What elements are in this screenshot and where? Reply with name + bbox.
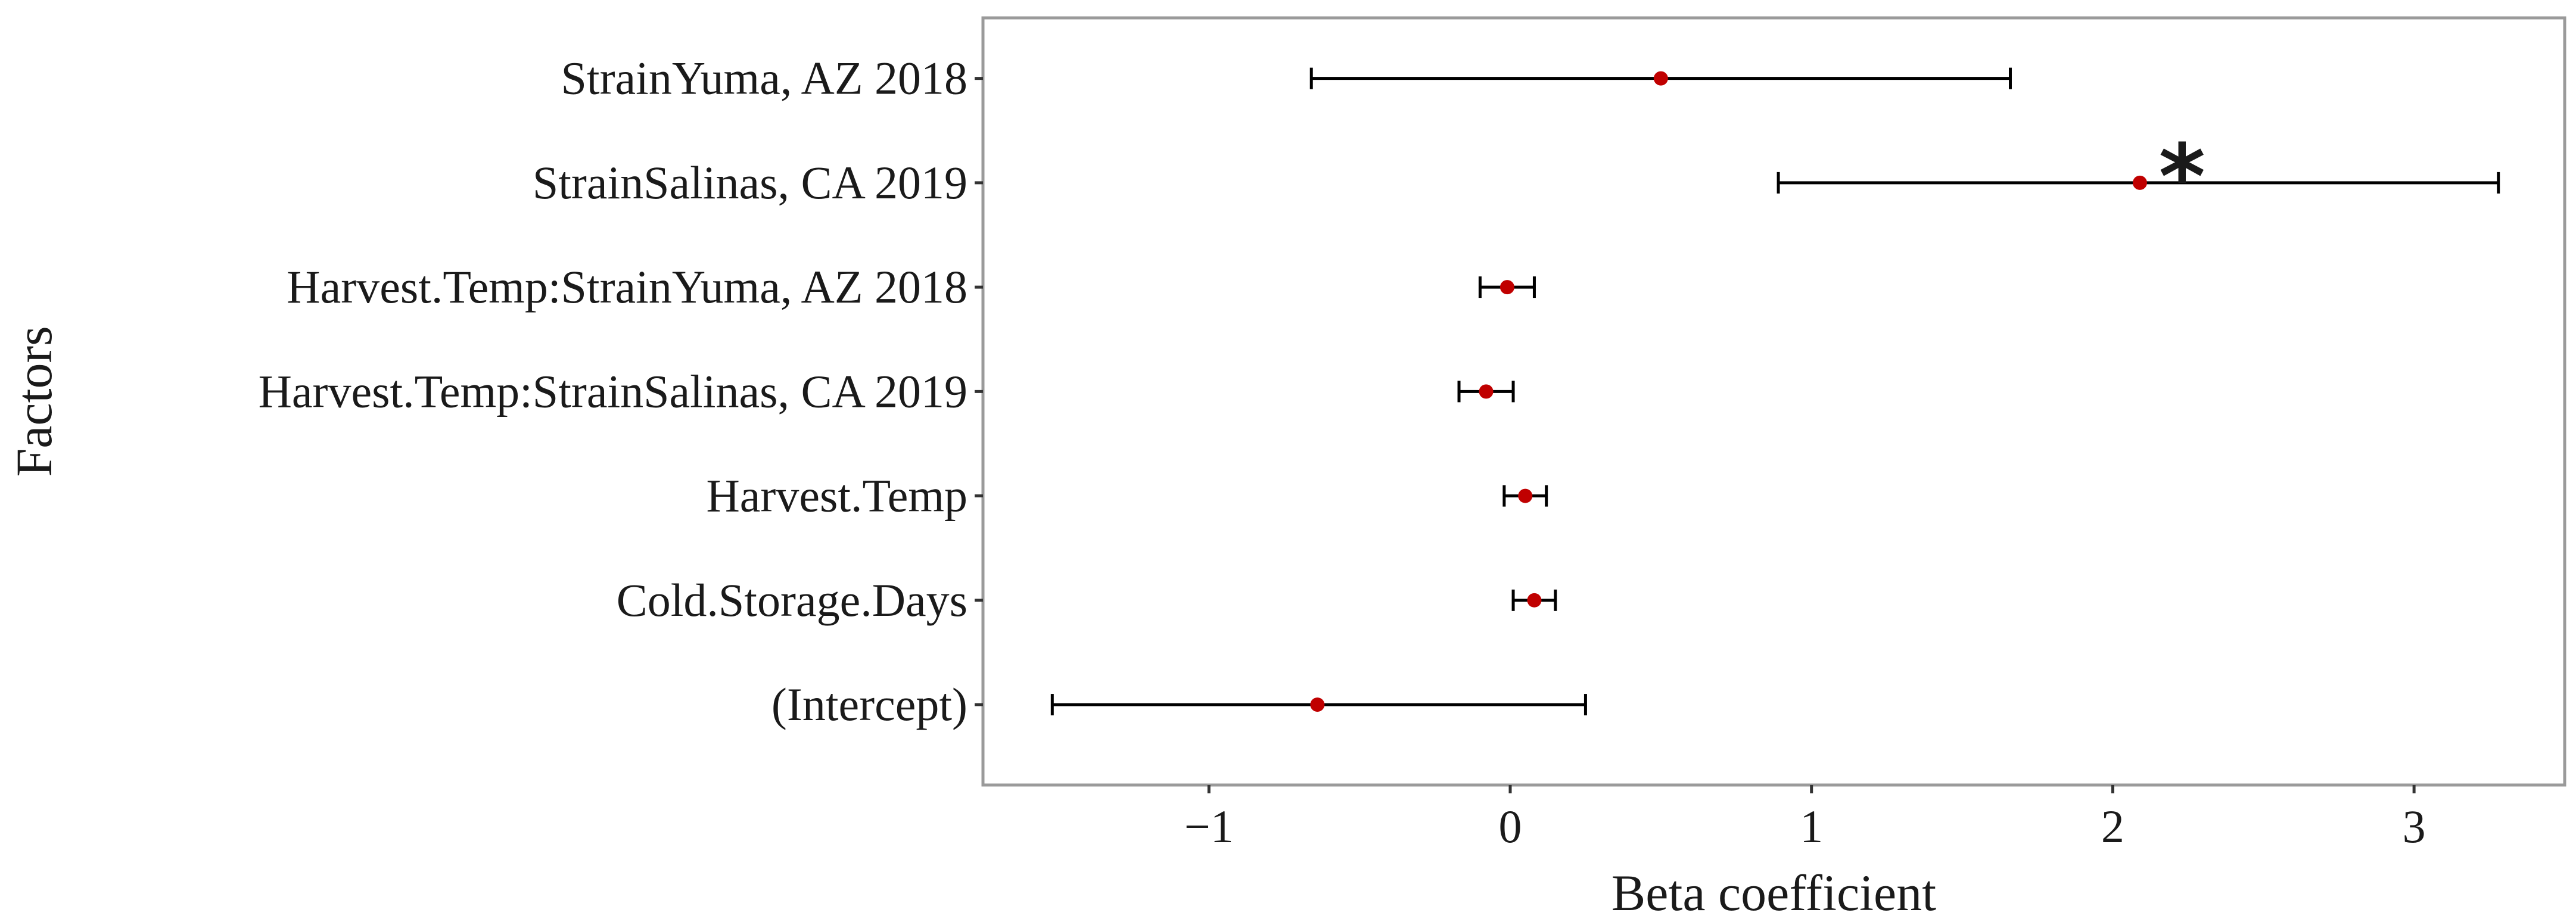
errorbar-group <box>1457 381 1515 403</box>
category-label: StrainSalinas, CA 2019 <box>533 157 967 208</box>
errorbar-group <box>1502 485 1548 507</box>
estimate-point <box>1653 71 1668 86</box>
x-tick-label: −1 <box>1184 800 1234 852</box>
category-label: Harvest.Temp <box>706 470 967 522</box>
estimate-point <box>1527 593 1542 608</box>
category-label: Harvest.Temp:StrainYuma, AZ 2018 <box>287 261 967 313</box>
y-axis-title: Factors <box>5 326 63 476</box>
estimate-point <box>2132 175 2147 190</box>
category-label: StrainYuma, AZ 2018 <box>561 52 967 104</box>
estimate-point <box>1310 697 1325 712</box>
x-tick-label: 2 <box>2101 800 2124 852</box>
x-axis-title: Beta coefficient <box>1611 864 1936 921</box>
estimate-point <box>1479 384 1494 399</box>
x-axis-ticks: −1 0 1 2 3 <box>1184 785 2426 852</box>
errorbar-group <box>1511 589 1557 611</box>
estimate-point <box>1518 488 1533 503</box>
x-tick-label: 3 <box>2403 800 2426 852</box>
errorbar-group <box>1309 67 2012 89</box>
y-axis-category-labels: StrainYuma, AZ 2018 StrainSalinas, CA 201… <box>259 52 983 730</box>
category-label: Harvest.Temp:StrainSalinas, CA 2019 <box>259 365 967 417</box>
significance-marker: * <box>2159 126 2205 229</box>
data-marks: * <box>1050 67 2500 716</box>
category-label: Cold.Storage.Days <box>617 574 967 626</box>
estimate-point <box>1499 280 1514 295</box>
x-tick-label: 0 <box>1499 800 1522 852</box>
x-tick-label: 1 <box>1800 800 1823 852</box>
errorbar-group <box>1478 276 1536 298</box>
plot-panel-border <box>981 16 2566 787</box>
category-label: (Intercept) <box>771 678 967 730</box>
errorbar-group <box>1777 172 2500 194</box>
errorbar-group <box>1050 694 1587 716</box>
